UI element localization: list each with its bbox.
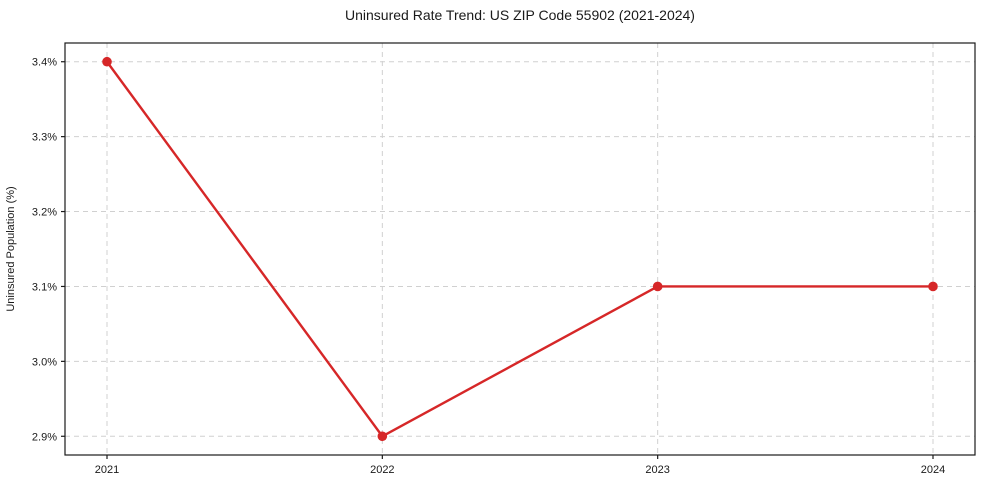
- x-tick-label: 2022: [370, 464, 394, 476]
- data-point-marker: [377, 431, 388, 442]
- y-tick-label: 3.3%: [32, 132, 57, 144]
- data-point-marker: [102, 56, 112, 67]
- data-point-marker: [928, 281, 938, 292]
- chart-title: Uninsured Rate Trend: US ZIP Code 55902 …: [345, 7, 695, 23]
- x-tick-label: 2024: [921, 464, 945, 476]
- data-point-marker: [652, 281, 663, 292]
- plot-border: [64, 42, 976, 456]
- y-tick-label: 3.2%: [32, 207, 57, 219]
- x-tick-label: 2023: [645, 464, 669, 476]
- y-tick-label: 3.4%: [32, 57, 57, 69]
- y-axis-label: Uninsured Population (%): [5, 186, 17, 311]
- x-tick-label: 2021: [95, 464, 119, 476]
- series-line: [105, 60, 935, 438]
- y-tick-label: 3.1%: [32, 281, 57, 293]
- y-tick-label: 3.0%: [32, 356, 57, 368]
- y-tick-label: 2.9%: [32, 431, 57, 443]
